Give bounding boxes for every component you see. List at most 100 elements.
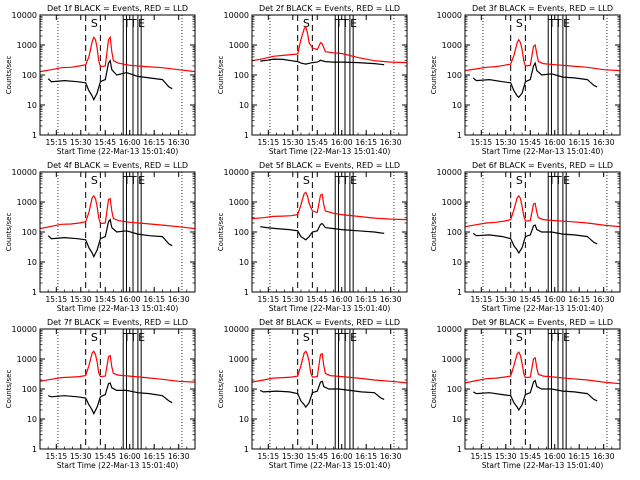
x-tick-label: 16:00 bbox=[331, 138, 353, 147]
x-tick-label: 15:45 bbox=[306, 138, 328, 147]
x-tick-label: 16:30 bbox=[380, 452, 402, 461]
y-tick-label: 10 bbox=[452, 258, 462, 267]
marker-E: E bbox=[138, 174, 145, 187]
x-axis-label: Start Time (22-Mar-13 15:01:40) bbox=[57, 304, 179, 313]
marker-T: T bbox=[341, 174, 349, 187]
x-tick-label: 15:15 bbox=[471, 452, 493, 461]
x-tick-label: 15:45 bbox=[306, 452, 328, 461]
y-tick-label: 10000 bbox=[224, 168, 249, 177]
y-tick-label: 10 bbox=[452, 415, 462, 424]
marker-S: S bbox=[91, 331, 98, 344]
marker-S: S bbox=[303, 17, 310, 30]
y-tick-label: 10 bbox=[27, 258, 37, 267]
plot-frame bbox=[251, 14, 408, 136]
marker-S: S bbox=[303, 331, 310, 344]
marker-T: T bbox=[334, 331, 342, 344]
x-tick-label: 15:30 bbox=[282, 138, 304, 147]
x-axis-label: Start Time (22-Mar-13 15:01:40) bbox=[482, 461, 604, 470]
x-tick-label: 15:30 bbox=[70, 452, 92, 461]
lld-series-line bbox=[39, 350, 196, 383]
marker-S: S bbox=[516, 17, 523, 30]
x-tick-label: 15:15 bbox=[258, 138, 280, 147]
y-tick-label: 1000 bbox=[442, 355, 462, 364]
x-tick-label: 15:30 bbox=[70, 295, 92, 304]
panel-title: Det 9f BLACK = Events, RED = LLD bbox=[472, 318, 613, 327]
marker-T: T bbox=[129, 174, 137, 187]
lld-series-line bbox=[251, 191, 408, 221]
x-tick-label: 15:45 bbox=[519, 295, 541, 304]
events-series-line bbox=[472, 61, 598, 99]
y-tick-label: 100 bbox=[234, 71, 249, 80]
panel-5: Det 5f BLACK = Events, RED = LLD S T T E 1 10 1… bbox=[217, 161, 408, 313]
events-series-line bbox=[259, 380, 385, 409]
y-axis-label: Counts/sec bbox=[430, 213, 438, 252]
y-tick-label: 10000 bbox=[12, 168, 37, 177]
x-tick-label: 16:00 bbox=[331, 452, 353, 461]
panel-title: Det 6f BLACK = Events, RED = LLD bbox=[472, 161, 613, 170]
marker-T: T bbox=[129, 331, 137, 344]
x-axis-label: Start Time (22-Mar-13 15:01:40) bbox=[269, 304, 391, 313]
events-series-line bbox=[472, 224, 598, 255]
x-axis-label: Start Time (22-Mar-13 15:01:40) bbox=[269, 461, 391, 470]
x-tick-label: 15:45 bbox=[94, 295, 116, 304]
plot-frame bbox=[39, 328, 196, 450]
panel-title: Det 7f BLACK = Events, RED = LLD bbox=[47, 318, 188, 327]
marker-E: E bbox=[563, 174, 570, 187]
x-tick-label: 16:00 bbox=[544, 138, 566, 147]
y-axis-label: Counts/sec bbox=[430, 56, 438, 95]
panel-8: Det 8f BLACK = Events, RED = LLD S T T E 1 10 1… bbox=[217, 318, 408, 470]
y-axis-label: Counts/sec bbox=[217, 213, 225, 252]
panel-title: Det 5f BLACK = Events, RED = LLD bbox=[259, 161, 400, 170]
lld-series-line bbox=[464, 351, 621, 385]
marker-T: T bbox=[547, 331, 555, 344]
x-tick-label: 16:15 bbox=[568, 138, 590, 147]
panel-7: Det 7f BLACK = Events, RED = LLD S T T E 1 10 1… bbox=[5, 318, 196, 470]
marker-T: T bbox=[547, 17, 555, 30]
y-axis-label: Counts/sec bbox=[217, 56, 225, 95]
y-tick-label: 1 bbox=[457, 131, 462, 140]
y-tick-label: 1 bbox=[32, 445, 37, 454]
y-tick-label: 1000 bbox=[229, 355, 249, 364]
panel-9: Det 9f BLACK = Events, RED = LLD S T T E 1 10 1… bbox=[430, 318, 621, 470]
marker-S: S bbox=[516, 331, 523, 344]
y-tick-label: 100 bbox=[447, 71, 462, 80]
x-axis-label: Start Time (22-Mar-13 15:01:40) bbox=[57, 147, 179, 156]
marker-T: T bbox=[554, 174, 562, 187]
y-tick-label: 100 bbox=[22, 71, 37, 80]
marker-S: S bbox=[91, 174, 98, 187]
y-tick-label: 1 bbox=[244, 288, 249, 297]
y-tick-label: 1 bbox=[244, 445, 249, 454]
panel-4: Det 4f BLACK = Events, RED = LLD S T T E 1 10 1… bbox=[5, 161, 196, 313]
y-tick-label: 100 bbox=[447, 228, 462, 237]
lld-series-line bbox=[464, 38, 621, 72]
x-tick-label: 15:30 bbox=[495, 138, 517, 147]
x-tick-label: 15:30 bbox=[282, 295, 304, 304]
x-tick-label: 15:45 bbox=[519, 138, 541, 147]
events-series-line bbox=[47, 218, 173, 259]
panel-3: Det 3f BLACK = Events, RED = LLD S T T E 1 10 1… bbox=[430, 4, 621, 156]
y-tick-label: 10000 bbox=[224, 325, 249, 334]
y-tick-label: 10000 bbox=[224, 11, 249, 20]
marker-E: E bbox=[563, 331, 570, 344]
x-tick-label: 15:45 bbox=[306, 295, 328, 304]
y-tick-label: 10 bbox=[239, 101, 249, 110]
y-axis-label: Counts/sec bbox=[5, 213, 13, 252]
x-tick-label: 16:00 bbox=[119, 452, 141, 461]
y-tick-label: 100 bbox=[22, 228, 37, 237]
panel-title: Det 4f BLACK = Events, RED = LLD bbox=[47, 161, 188, 170]
y-tick-label: 1 bbox=[457, 445, 462, 454]
marker-T: T bbox=[122, 17, 130, 30]
y-tick-label: 10 bbox=[452, 101, 462, 110]
x-tick-label: 16:00 bbox=[119, 295, 141, 304]
x-tick-label: 15:30 bbox=[495, 295, 517, 304]
marker-T: T bbox=[341, 331, 349, 344]
x-axis-label: Start Time (22-Mar-13 15:01:40) bbox=[482, 304, 604, 313]
y-tick-label: 1000 bbox=[17, 41, 37, 50]
y-tick-label: 1 bbox=[32, 131, 37, 140]
x-tick-label: 16:30 bbox=[168, 452, 190, 461]
marker-T: T bbox=[129, 17, 137, 30]
panel-title: Det 1f BLACK = Events, RED = LLD bbox=[47, 4, 188, 13]
y-tick-label: 1000 bbox=[229, 198, 249, 207]
x-tick-label: 15:15 bbox=[258, 295, 280, 304]
